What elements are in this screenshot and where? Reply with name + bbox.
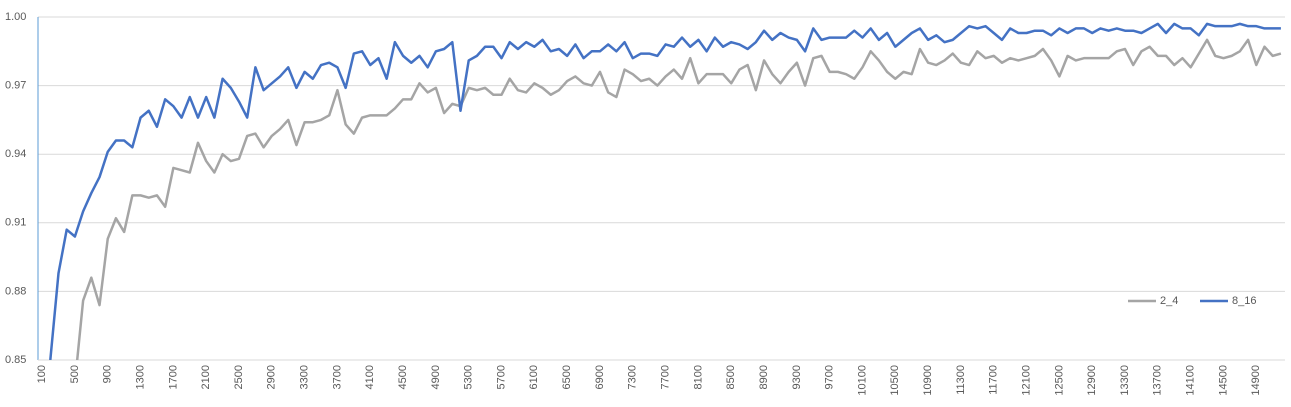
x-tick-label: 2100 [200,365,212,389]
x-tick-label: 2900 [266,365,278,389]
x-tick-label: 900 [102,365,114,383]
x-tick-label: 6500 [561,365,573,389]
x-tick-label: 10500 [889,365,901,396]
x-tick-label: 13300 [1119,365,1131,396]
y-tick-label: 0.85 [5,354,26,366]
x-tick-label: 6900 [594,365,606,389]
y-tick-label: 0.97 [5,80,26,92]
y-tick-label: 0.91 [5,217,26,229]
x-tick-label: 13700 [1152,365,1164,396]
x-tick-label: 3300 [299,365,311,389]
y-tick-label: 0.88 [5,285,26,297]
x-tick-label: 1300 [134,365,146,389]
x-tick-label: 7700 [660,365,672,389]
x-tick-label: 2500 [233,365,245,389]
plot-lines [49,22,1282,360]
x-tick-label: 3700 [331,365,343,389]
legend-label: 2_4 [1160,295,1178,307]
series-line [75,38,1282,360]
x-tick-label: 14100 [1185,365,1197,396]
x-tick-label: 1700 [167,365,179,389]
x-tick-label: 100 [36,365,48,383]
x-tick-label: 4100 [364,365,376,389]
x-tick-label: 12900 [1086,365,1098,396]
x-tick-label: 4900 [430,365,442,389]
legend-label: 8_16 [1232,295,1256,307]
x-tick-label: 12100 [1020,365,1032,396]
x-tick-label: 10100 [856,365,868,396]
x-tick-label: 5700 [495,365,507,389]
x-tick-label: 8500 [725,365,737,389]
x-tick-label: 11700 [988,365,1000,395]
y-tick-label: 0.94 [5,148,26,160]
x-tick-label: 5300 [463,365,475,389]
x-tick-label: 14500 [1217,365,1229,396]
x-tick-label: 11300 [955,365,967,395]
series-line [49,22,1281,360]
x-tick-label: 4500 [397,365,409,389]
y-tick-label: 1.00 [5,11,26,23]
x-tick-label: 9300 [791,365,803,389]
x-tick-label: 500 [69,365,81,383]
x-tick-label: 14900 [1250,365,1262,396]
x-tick-label: 9700 [824,365,836,389]
x-tick-label: 7300 [627,365,639,389]
x-tick-label: 10900 [922,365,934,396]
x-tick-label: 8900 [758,365,770,389]
x-tick-label: 6100 [528,365,540,389]
x-tick-label: 8100 [692,365,704,389]
x-tick-label: 12500 [1053,365,1065,396]
